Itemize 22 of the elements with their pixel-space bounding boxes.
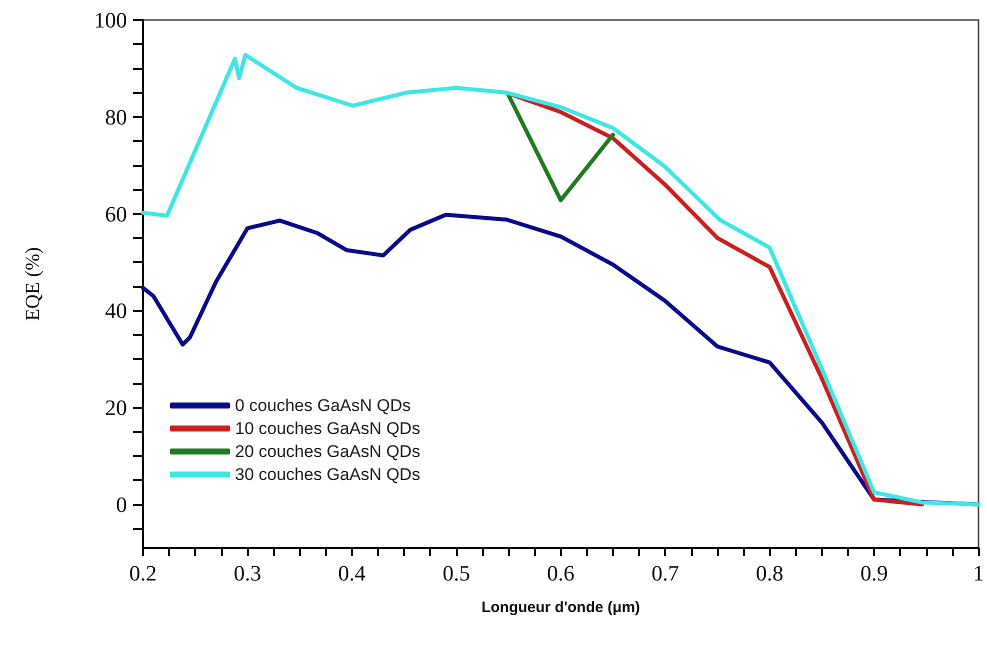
y-tick-label: 100 bbox=[94, 8, 127, 32]
x-tick-label: 0.3 bbox=[234, 560, 262, 586]
legend-label: 20 couches GaAsN QDs bbox=[235, 442, 420, 461]
legend-label: 10 couches GaAsN QDs bbox=[235, 419, 420, 438]
legend-label: 30 couches GaAsN QDs bbox=[235, 465, 420, 484]
y-tick-label: 40 bbox=[105, 298, 127, 324]
x-tick-label: 0.2 bbox=[129, 560, 157, 586]
y-tick-label: 0 bbox=[116, 492, 127, 517]
y-tick-label: 20 bbox=[105, 395, 127, 420]
x-tick-label: 0.7 bbox=[651, 560, 679, 586]
x-axis-title: Longueur d'onde (μm) bbox=[481, 599, 640, 616]
y-tick-label: 60 bbox=[105, 201, 127, 226]
x-tick-label: 0.6 bbox=[547, 560, 574, 586]
x-tick-label: 0.9 bbox=[860, 560, 888, 586]
y-tick-label: 80 bbox=[105, 104, 127, 130]
x-tick-label: 0.5 bbox=[442, 560, 470, 586]
legend-label: 0 couches GaAsN QDs bbox=[235, 396, 411, 415]
y-axis-title: EQE (%) bbox=[22, 247, 44, 321]
x-tick-label: 1 bbox=[973, 560, 984, 586]
x-tick-label: 0.4 bbox=[338, 560, 366, 586]
line-series bbox=[141, 52, 980, 506]
x-tick-label: 0.8 bbox=[756, 560, 784, 586]
